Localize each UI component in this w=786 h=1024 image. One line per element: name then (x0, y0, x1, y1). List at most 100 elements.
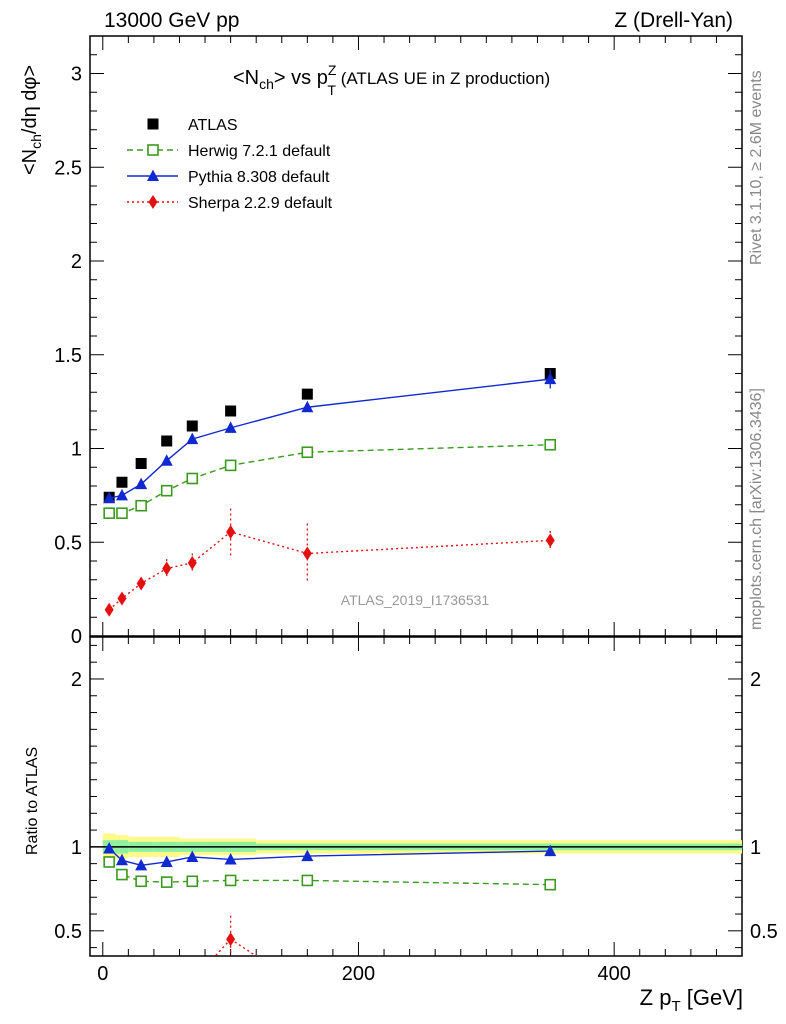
main-series-line (108, 531, 551, 611)
legend-label: Herwig 7.2.1 default (188, 143, 331, 160)
main-y-tick-label: 1.5 (54, 345, 82, 367)
legend: ATLAS Herwig 7.2.1 default Pythia 8.308 de… (127, 117, 333, 212)
ratio-y-tick-label-right: 2 (750, 669, 761, 691)
ratio-data-layer (103, 842, 557, 956)
ratio-series-line (108, 861, 551, 886)
legend-marker (147, 118, 159, 130)
x-tick-label: 400 (597, 963, 630, 985)
rivet-label: Rivet 3.1.10, ≥ 2.6M events (748, 70, 765, 265)
ratio-data-point (115, 853, 128, 866)
x-title-c: [GeV] (681, 985, 743, 1010)
ratio-data-point (186, 875, 199, 888)
main-data-point (160, 484, 173, 497)
main-data-point (302, 546, 312, 561)
main-data-point (104, 602, 114, 617)
ratio-data-point (135, 858, 148, 871)
main-y-tick-label: 2 (71, 251, 82, 273)
main-data-layer (103, 368, 557, 617)
main-data-point (301, 400, 314, 413)
main-data-point (545, 533, 555, 548)
legend-label: Pythia 8.308 default (188, 169, 330, 186)
main-data-point (186, 432, 199, 445)
main-data-point (187, 555, 197, 570)
main-data-point (103, 491, 116, 504)
plot-title-tail: (ATLAS UE in Z production) (336, 69, 550, 88)
ratio-data-point (135, 875, 147, 888)
main-data-point (224, 459, 237, 472)
ratio-data-point (116, 868, 128, 881)
x-title-a: Z p (640, 985, 672, 1010)
ratio-data-point (301, 874, 314, 887)
plot-title-sub-ch: ch (259, 76, 274, 92)
ratio-data-point (160, 876, 173, 888)
main-data-point (225, 405, 237, 417)
legend-marker (147, 169, 159, 181)
main-data-point (544, 372, 557, 385)
ratio-data-point (544, 878, 557, 891)
axis-ticks (90, 35, 743, 956)
main-data-point (135, 499, 147, 512)
main-data-point (117, 591, 127, 606)
main-data-point (160, 454, 173, 466)
ratio-series-line (230, 938, 258, 956)
plot-title-main: <N (233, 67, 259, 89)
legend-label: ATLAS (188, 117, 238, 134)
plot-title-mid: > vs p (274, 67, 328, 89)
plot-title-sup: Z (328, 62, 337, 78)
ratio-y-tick-label-right: 0.5 (750, 921, 778, 943)
main-data-point (226, 524, 236, 539)
main-data-point (544, 438, 557, 451)
main-y-axis-title: <Nch/dη dφ> (19, 65, 44, 175)
plot-title: <Nch> vs pZ T (ATLAS UE in Z production) (233, 62, 550, 98)
main-y-title-b: ch (28, 134, 44, 149)
main-data-point (115, 488, 128, 501)
analysis-watermark: ATLAS_2019_I1736531 (341, 592, 490, 608)
main-data-point (116, 507, 128, 519)
main-data-point (186, 472, 199, 485)
header-right: Z (Drell-Yan) (614, 9, 733, 32)
ratio-y-tick-label-right: 1 (750, 837, 761, 859)
x-tick-label: 0 (97, 963, 108, 985)
main-y-tick-label: 0.5 (54, 532, 82, 554)
main-data-point (103, 507, 115, 519)
ratio-panel-frame (89, 636, 743, 957)
main-y-title-a: <N (19, 149, 41, 175)
main-data-point (161, 435, 173, 447)
ratio-data-point (226, 932, 236, 947)
ratio-y-tick-label-left: 1 (71, 837, 82, 859)
legend-label: Sherpa 2.2.9 default (188, 195, 333, 212)
ratio-y-tick-label-left: 0.5 (54, 921, 82, 943)
ratio-data-point (186, 850, 199, 862)
main-data-point (186, 420, 198, 432)
main-series-line (109, 378, 551, 499)
main-data-point (162, 561, 172, 576)
axis-tick-labels: 0 200 400 0 0.5 1 1.5 2 2.5 3 0.5 0.5 1 1 2 2 (54, 64, 778, 986)
ratio-data-point (224, 874, 237, 887)
legend-marker (148, 195, 158, 209)
x-tick-label: 200 (342, 963, 375, 985)
x-axis-title: Z pT [GeV] (640, 985, 743, 1015)
legend-marker (147, 144, 159, 156)
x-title-b: T (671, 998, 680, 1015)
mcplots-label: mcplots.cern.ch [arXiv:1306.3436] (748, 388, 765, 630)
main-data-point (224, 421, 237, 433)
main-y-tick-label: 2.5 (54, 157, 82, 179)
ratio-data-point (160, 855, 173, 867)
ratio-data-point (544, 844, 557, 857)
main-data-point (135, 477, 148, 490)
ratio-series-line (214, 938, 232, 956)
ratio-y-axis-title: Ratio to ATLAS (24, 747, 41, 855)
main-data-point (301, 446, 314, 459)
main-data-point (116, 476, 128, 488)
main-data-point (301, 388, 313, 400)
main-data-point (136, 576, 146, 591)
ratio-data-point (224, 852, 237, 865)
main-data-point (135, 458, 147, 469)
main-y-tick-label: 3 (71, 64, 82, 86)
ratio-y-tick-label-left: 2 (71, 669, 82, 691)
ratio-data-point (301, 849, 314, 862)
main-y-title-c: /dη dφ> (19, 65, 41, 134)
header-left: 13000 GeV pp (104, 9, 239, 32)
ratio-data-point (103, 842, 116, 854)
